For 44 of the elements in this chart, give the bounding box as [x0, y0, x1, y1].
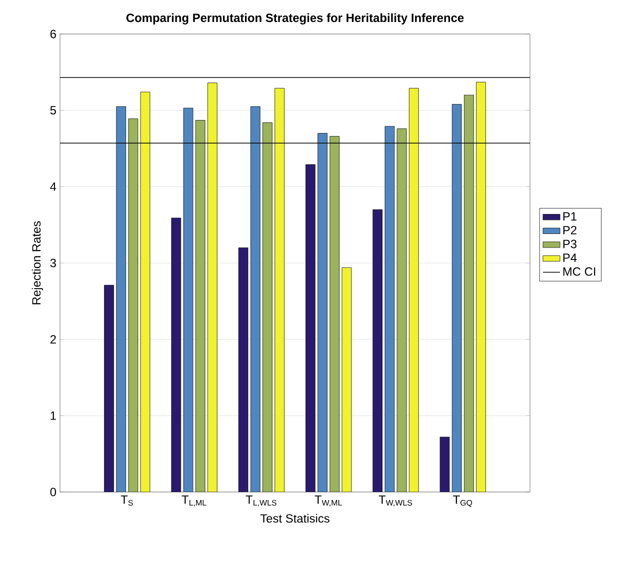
bar: [250, 106, 260, 492]
bar: [396, 128, 407, 492]
bar: [195, 120, 206, 492]
bar: [464, 94, 474, 492]
bar: [116, 106, 126, 492]
bar: [238, 248, 248, 492]
bar: [208, 82, 218, 492]
bar: [274, 88, 284, 492]
y-tick-label: 0: [50, 488, 56, 496]
y-tick-label: 6: [50, 30, 56, 38]
bar: [104, 284, 114, 492]
x-tick-label: T$_{W,WLS}$: [378, 496, 412, 507]
bar: [306, 164, 316, 492]
x-tick-label: T$_{W,ML}$: [314, 496, 342, 507]
y-tick-label: 4: [50, 182, 56, 191]
y-tick-label: 2: [50, 335, 56, 344]
y-tick-label: 1: [50, 412, 56, 420]
bar: [128, 118, 138, 492]
bar: [262, 122, 272, 492]
bar: [476, 82, 486, 492]
bar: [384, 126, 395, 492]
bar: [452, 104, 462, 492]
x-tick-label: T$_{S}$: [120, 496, 133, 506]
bar: [318, 133, 328, 492]
bar: [408, 88, 419, 492]
bar: [183, 108, 194, 492]
bar: [171, 218, 182, 492]
x-axis-title: Test Statisics: [260, 514, 330, 523]
legend-label: P1: [563, 212, 576, 220]
y-tick-label: 5: [50, 106, 56, 114]
y-tick-label: 3: [50, 258, 56, 268]
bar: [330, 136, 340, 492]
legend-label: MC CI: [563, 267, 596, 276]
y-axis-title: Rejection Rates: [32, 221, 43, 304]
x-tick-label: T$_{GQ}$: [453, 496, 472, 508]
legend-label: P2: [563, 226, 576, 234]
bar: [140, 92, 150, 492]
bar: [342, 267, 352, 492]
bar: [372, 209, 382, 492]
legend-label: P3: [563, 240, 576, 248]
x-tick-label: T$_{L,ML}$: [182, 496, 206, 507]
x-tick-label: T$_{L,WLS}$: [246, 496, 276, 507]
legend-label: P4: [563, 254, 577, 262]
chart-title: Comparing Permutation Strategies for Heritability Inference: [126, 13, 464, 24]
